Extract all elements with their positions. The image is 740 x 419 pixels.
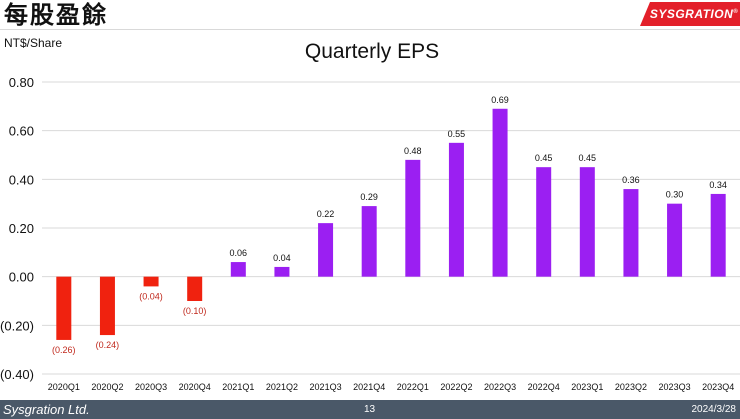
company-logo: SYSGRATION® [640,2,740,26]
x-tick-2020Q1: 2020Q1 [48,382,80,392]
bar-2020Q3 [143,276,159,287]
page-number: 13 [364,404,376,415]
y-tick-label: 0.80 [9,75,34,90]
y-tick-label: 0.00 [9,270,34,285]
x-tick-2022Q1: 2022Q1 [397,382,429,392]
chart-title: Quarterly EPS [305,40,439,63]
bar-2023Q2 [623,189,639,277]
data-label-2023Q1: 0.45 [579,153,597,163]
data-label-2022Q1: 0.48 [404,146,422,156]
x-tick-2021Q1: 2021Q1 [222,382,254,392]
data-label-2020Q3: (0.04) [139,291,163,301]
data-label-2021Q1: 0.06 [230,248,248,258]
bar-2023Q3 [667,203,683,277]
x-tick-2021Q4: 2021Q4 [353,382,385,392]
y-tick-labels: 0.80 0.60 0.40 0.20 0.00 (0.20) (0.40) [0,75,34,382]
logo-registered-mark: ® [733,9,739,15]
x-tick-2022Q2: 2022Q2 [440,382,472,392]
data-label-2022Q4: 0.45 [535,153,553,163]
x-tick-2023Q1: 2023Q1 [571,382,603,392]
bar-2021Q3 [318,223,334,277]
data-label-2023Q4: 0.34 [709,180,727,190]
bar-2021Q2 [274,266,290,277]
y-tick-label: (0.20) [0,318,34,333]
bar-2022Q2 [448,142,464,277]
logo-text: SYSGRATION [649,7,734,21]
y-tick-label: 0.60 [9,124,34,139]
data-label-2020Q1: (0.26) [52,345,76,355]
data-label-2022Q2: 0.55 [448,129,466,139]
bar-2022Q1 [405,159,421,277]
data-label-2021Q3: 0.22 [317,209,335,219]
y-tick-label: 0.20 [9,221,34,236]
data-label-2023Q3: 0.30 [666,190,684,200]
x-tick-2022Q3: 2022Q3 [484,382,516,392]
x-tick-2023Q3: 2023Q3 [659,382,691,392]
x-tick-2023Q4: 2023Q4 [702,382,734,392]
footer-date: 2024/3/28 [691,404,737,415]
data-label-2021Q2: 0.04 [273,253,291,263]
header-divider [0,29,740,30]
data-label-2022Q3: 0.69 [491,95,509,105]
bars [56,108,726,340]
data-label-2020Q2: (0.24) [96,340,120,350]
bar-2023Q4 [710,193,726,277]
data-label-2020Q4: (0.10) [183,306,207,316]
data-label-2023Q2: 0.36 [622,175,640,185]
x-tick-2021Q3: 2021Q3 [310,382,342,392]
eps-bar-chart: Quarterly EPS NT$/Share 0.80 0.60 0.40 0.20… [0,36,740,392]
x-tick-2021Q2: 2021Q2 [266,382,298,392]
slide-footer: Sysgration Ltd. 13 2024/3/28 [0,400,740,419]
x-tick-2020Q3: 2020Q3 [135,382,167,392]
x-tick-2022Q4: 2022Q4 [528,382,560,392]
x-tick-labels: 2020Q1 2020Q2 2020Q3 2020Q4 2021Q1 2021Q2 2021… [48,382,734,392]
data-labels: (0.26) (0.24) (0.04) (0.10) 0.06 0.04 0.22 0.29… [52,95,727,355]
y-tick-label: (0.40) [0,367,34,382]
bar-2022Q3 [492,108,508,277]
bar-2020Q4 [187,276,203,301]
y-axis-label: NT$/Share [4,36,62,50]
bar-2021Q4 [361,206,377,277]
bar-2020Q2 [99,276,115,336]
x-tick-2020Q2: 2020Q2 [91,382,123,392]
bar-2023Q1 [579,167,595,277]
bar-2020Q1 [56,276,72,340]
slide-header: 每股盈餘 SYSGRATION® [0,0,740,30]
bar-2022Q4 [536,167,552,277]
y-tick-label: 0.40 [9,172,34,187]
bar-2021Q1 [230,262,246,277]
slide-title: 每股盈餘 [4,0,108,29]
x-tick-2023Q2: 2023Q2 [615,382,647,392]
footer-company: Sysgration Ltd. [3,402,90,417]
data-label-2021Q4: 0.29 [360,192,378,202]
x-tick-2020Q4: 2020Q4 [179,382,211,392]
